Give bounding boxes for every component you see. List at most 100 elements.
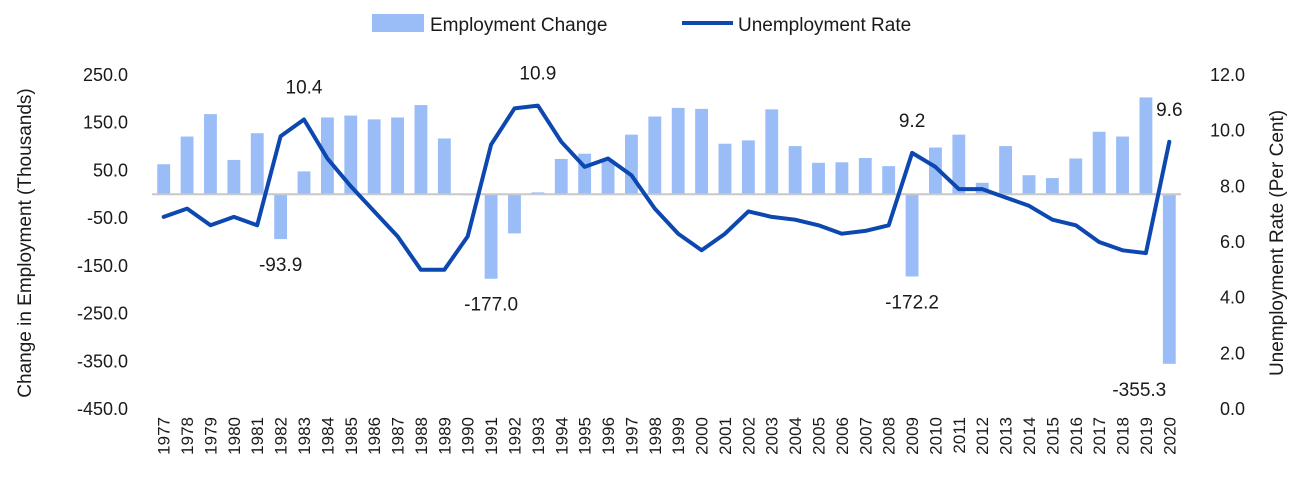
x-tick-label: 1998 bbox=[646, 417, 665, 455]
data-label: -93.9 bbox=[259, 255, 302, 276]
x-axis-ticks: 1977 1978 1979 1980 1981 1982 1983 1984 1985 1986… bbox=[155, 417, 1180, 455]
bar-employment-change bbox=[858, 158, 872, 195]
bar-employment-change bbox=[718, 143, 732, 195]
x-tick-label: 1988 bbox=[412, 417, 431, 455]
bar-employment-change bbox=[999, 146, 1013, 195]
bar-employment-change bbox=[624, 134, 638, 195]
bar-employment-change bbox=[250, 133, 264, 195]
x-tick-label: 1989 bbox=[435, 417, 454, 455]
bar-employment-change bbox=[1022, 175, 1036, 195]
left-tick-label: -250.0 bbox=[77, 304, 128, 324]
x-tick-label: 1983 bbox=[295, 417, 314, 455]
x-tick-label: 2007 bbox=[856, 417, 875, 455]
bar-employment-change bbox=[741, 140, 755, 195]
left-tick-label: 50.0 bbox=[93, 160, 128, 180]
bar-employment-change bbox=[601, 159, 615, 195]
x-tick-label: 1982 bbox=[272, 417, 291, 455]
x-tick-label: 1995 bbox=[576, 417, 595, 455]
right-tick-label: 12.0 bbox=[1210, 65, 1245, 85]
legend-label-employment-change: Employment Change bbox=[430, 15, 607, 36]
bar-employment-change bbox=[344, 115, 358, 195]
x-tick-label: 2019 bbox=[1137, 417, 1156, 455]
right-tick-label: 2.0 bbox=[1220, 343, 1245, 363]
bar-employment-change bbox=[648, 116, 662, 195]
series-line-unemployment-rate bbox=[161, 103, 1172, 272]
x-tick-label: 2008 bbox=[880, 417, 899, 455]
bar-employment-change bbox=[414, 105, 428, 195]
bar-employment-change bbox=[1139, 97, 1153, 195]
legend-swatch-employment-change bbox=[372, 14, 424, 32]
bar-employment-change bbox=[671, 107, 685, 195]
x-tick-label: 1997 bbox=[622, 417, 641, 455]
x-tick-label: 2003 bbox=[763, 417, 782, 455]
bar-employment-change bbox=[204, 114, 217, 195]
bar-employment-change bbox=[508, 194, 521, 234]
line-unemployment-rate bbox=[161, 103, 1172, 272]
x-tick-label: 1981 bbox=[248, 417, 267, 455]
x-tick-label: 1994 bbox=[552, 417, 571, 455]
x-tick-label: 1984 bbox=[318, 417, 337, 455]
legend: Employment Change Unemployment Rate bbox=[372, 14, 911, 36]
x-tick-label: 1986 bbox=[365, 417, 384, 455]
x-tick-label: 1978 bbox=[178, 417, 197, 455]
x-tick-label: 2013 bbox=[997, 417, 1016, 455]
bar-employment-change bbox=[1092, 131, 1106, 195]
left-tick-label: -450.0 bbox=[77, 399, 128, 419]
bar-employment-change bbox=[952, 134, 966, 195]
left-tick-label: -150.0 bbox=[77, 256, 128, 276]
bar-employment-change bbox=[554, 158, 568, 195]
bar-employment-change bbox=[765, 109, 779, 195]
data-label: 9.6 bbox=[1156, 100, 1182, 121]
x-tick-label: 2016 bbox=[1067, 417, 1086, 455]
data-label: -355.3 bbox=[1112, 380, 1166, 401]
x-tick-label: 2012 bbox=[973, 417, 992, 455]
right-tick-label: 8.0 bbox=[1220, 176, 1245, 196]
left-axis-title: Change in Employment (Thousands) bbox=[15, 88, 36, 397]
bar-employment-change bbox=[812, 162, 825, 195]
bar-employment-change bbox=[297, 171, 311, 195]
x-tick-label: 1979 bbox=[201, 417, 220, 455]
x-tick-label: 2018 bbox=[1114, 417, 1133, 455]
data-label: 10.9 bbox=[519, 64, 556, 85]
bar-employment-change bbox=[929, 147, 942, 195]
x-tick-label: 2010 bbox=[926, 417, 945, 455]
left-tick-label: -50.0 bbox=[87, 208, 128, 228]
left-axis-ticks: 250.0 150.0 50.0 -50.0 -150.0 -250.0 -350.0 -45… bbox=[77, 65, 128, 419]
bar-employment-change bbox=[274, 194, 288, 240]
data-label: 9.2 bbox=[899, 111, 925, 132]
bar-employment-change bbox=[367, 119, 381, 195]
x-tick-label: 2014 bbox=[1020, 417, 1039, 455]
bar-employment-change bbox=[157, 164, 171, 195]
x-tick-label: 1999 bbox=[669, 417, 688, 455]
bar-employment-change bbox=[788, 146, 802, 195]
x-tick-label: 1985 bbox=[342, 417, 361, 455]
x-tick-label: 1987 bbox=[389, 417, 408, 455]
right-tick-label: 4.0 bbox=[1220, 288, 1245, 308]
bar-employment-change bbox=[437, 138, 451, 195]
x-tick-label: 2017 bbox=[1090, 417, 1109, 455]
left-tick-label: 250.0 bbox=[83, 65, 128, 85]
bar-employment-change bbox=[1116, 136, 1129, 195]
x-tick-label: 2005 bbox=[810, 417, 829, 455]
x-tick-label: 2000 bbox=[693, 417, 712, 455]
right-tick-label: 10.0 bbox=[1210, 121, 1245, 141]
right-tick-label: 6.0 bbox=[1220, 232, 1245, 252]
data-label: -177.0 bbox=[464, 295, 518, 316]
x-tick-label: 2001 bbox=[716, 417, 735, 455]
bar-employment-change bbox=[1045, 178, 1059, 195]
x-tick-label: 2002 bbox=[739, 417, 758, 455]
x-tick-label: 2011 bbox=[950, 417, 969, 454]
x-tick-label: 1991 bbox=[482, 417, 501, 455]
x-tick-label: 1990 bbox=[459, 417, 478, 455]
x-tick-label: 2020 bbox=[1160, 417, 1179, 455]
bar-employment-change bbox=[1069, 158, 1083, 195]
bar-employment-change bbox=[882, 166, 896, 195]
left-tick-label: -350.0 bbox=[77, 351, 128, 371]
bar-employment-change bbox=[484, 194, 498, 279]
bar-employment-change bbox=[391, 117, 404, 195]
right-axis-title: Unemployment Rate (Per Cent) bbox=[1267, 110, 1288, 376]
bar-employment-change bbox=[1162, 194, 1176, 364]
x-tick-label: 1992 bbox=[505, 417, 524, 455]
right-axis-ticks: 12.0 10.0 8.0 6.0 4.0 2.0 0.0 bbox=[1210, 65, 1245, 419]
